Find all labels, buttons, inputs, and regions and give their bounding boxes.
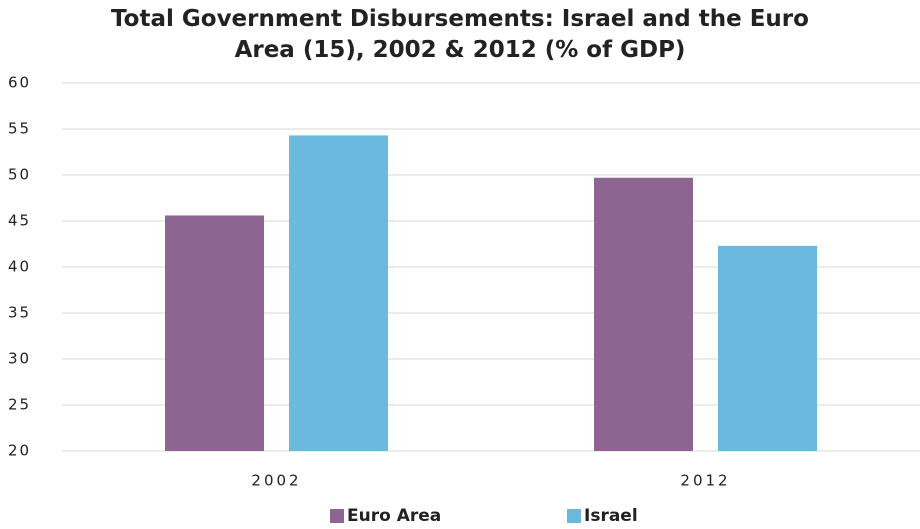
chart-title: Total Government Disbursements: Israel a…	[111, 6, 809, 63]
y-tick-label: 50	[8, 166, 31, 184]
y-tick-label: 35	[8, 304, 31, 322]
bar	[718, 245, 817, 451]
legend-swatch	[330, 509, 344, 523]
y-tick-label: 60	[8, 74, 31, 92]
legend-label: Israel	[584, 506, 638, 526]
y-tick-label: 55	[8, 120, 31, 138]
x-tick-label: 2002	[251, 472, 301, 490]
legend-swatch	[567, 509, 581, 523]
bar	[594, 177, 693, 451]
bar	[165, 215, 264, 451]
y-tick-label: 30	[8, 350, 31, 368]
y-tick-label: 40	[8, 258, 31, 276]
x-tick-label: 2012	[680, 472, 730, 490]
y-tick-label: 20	[8, 442, 31, 460]
bar	[289, 135, 388, 451]
legend-label: Euro Area	[347, 506, 441, 526]
y-tick-label: 45	[8, 212, 31, 230]
y-tick-label: 25	[8, 396, 31, 414]
